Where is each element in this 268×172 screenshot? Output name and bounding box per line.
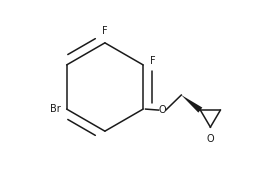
Text: F: F (102, 26, 108, 36)
Text: O: O (158, 105, 166, 115)
Text: F: F (150, 56, 155, 66)
Text: O: O (207, 134, 214, 144)
Polygon shape (181, 95, 202, 113)
Text: Br: Br (50, 104, 61, 114)
